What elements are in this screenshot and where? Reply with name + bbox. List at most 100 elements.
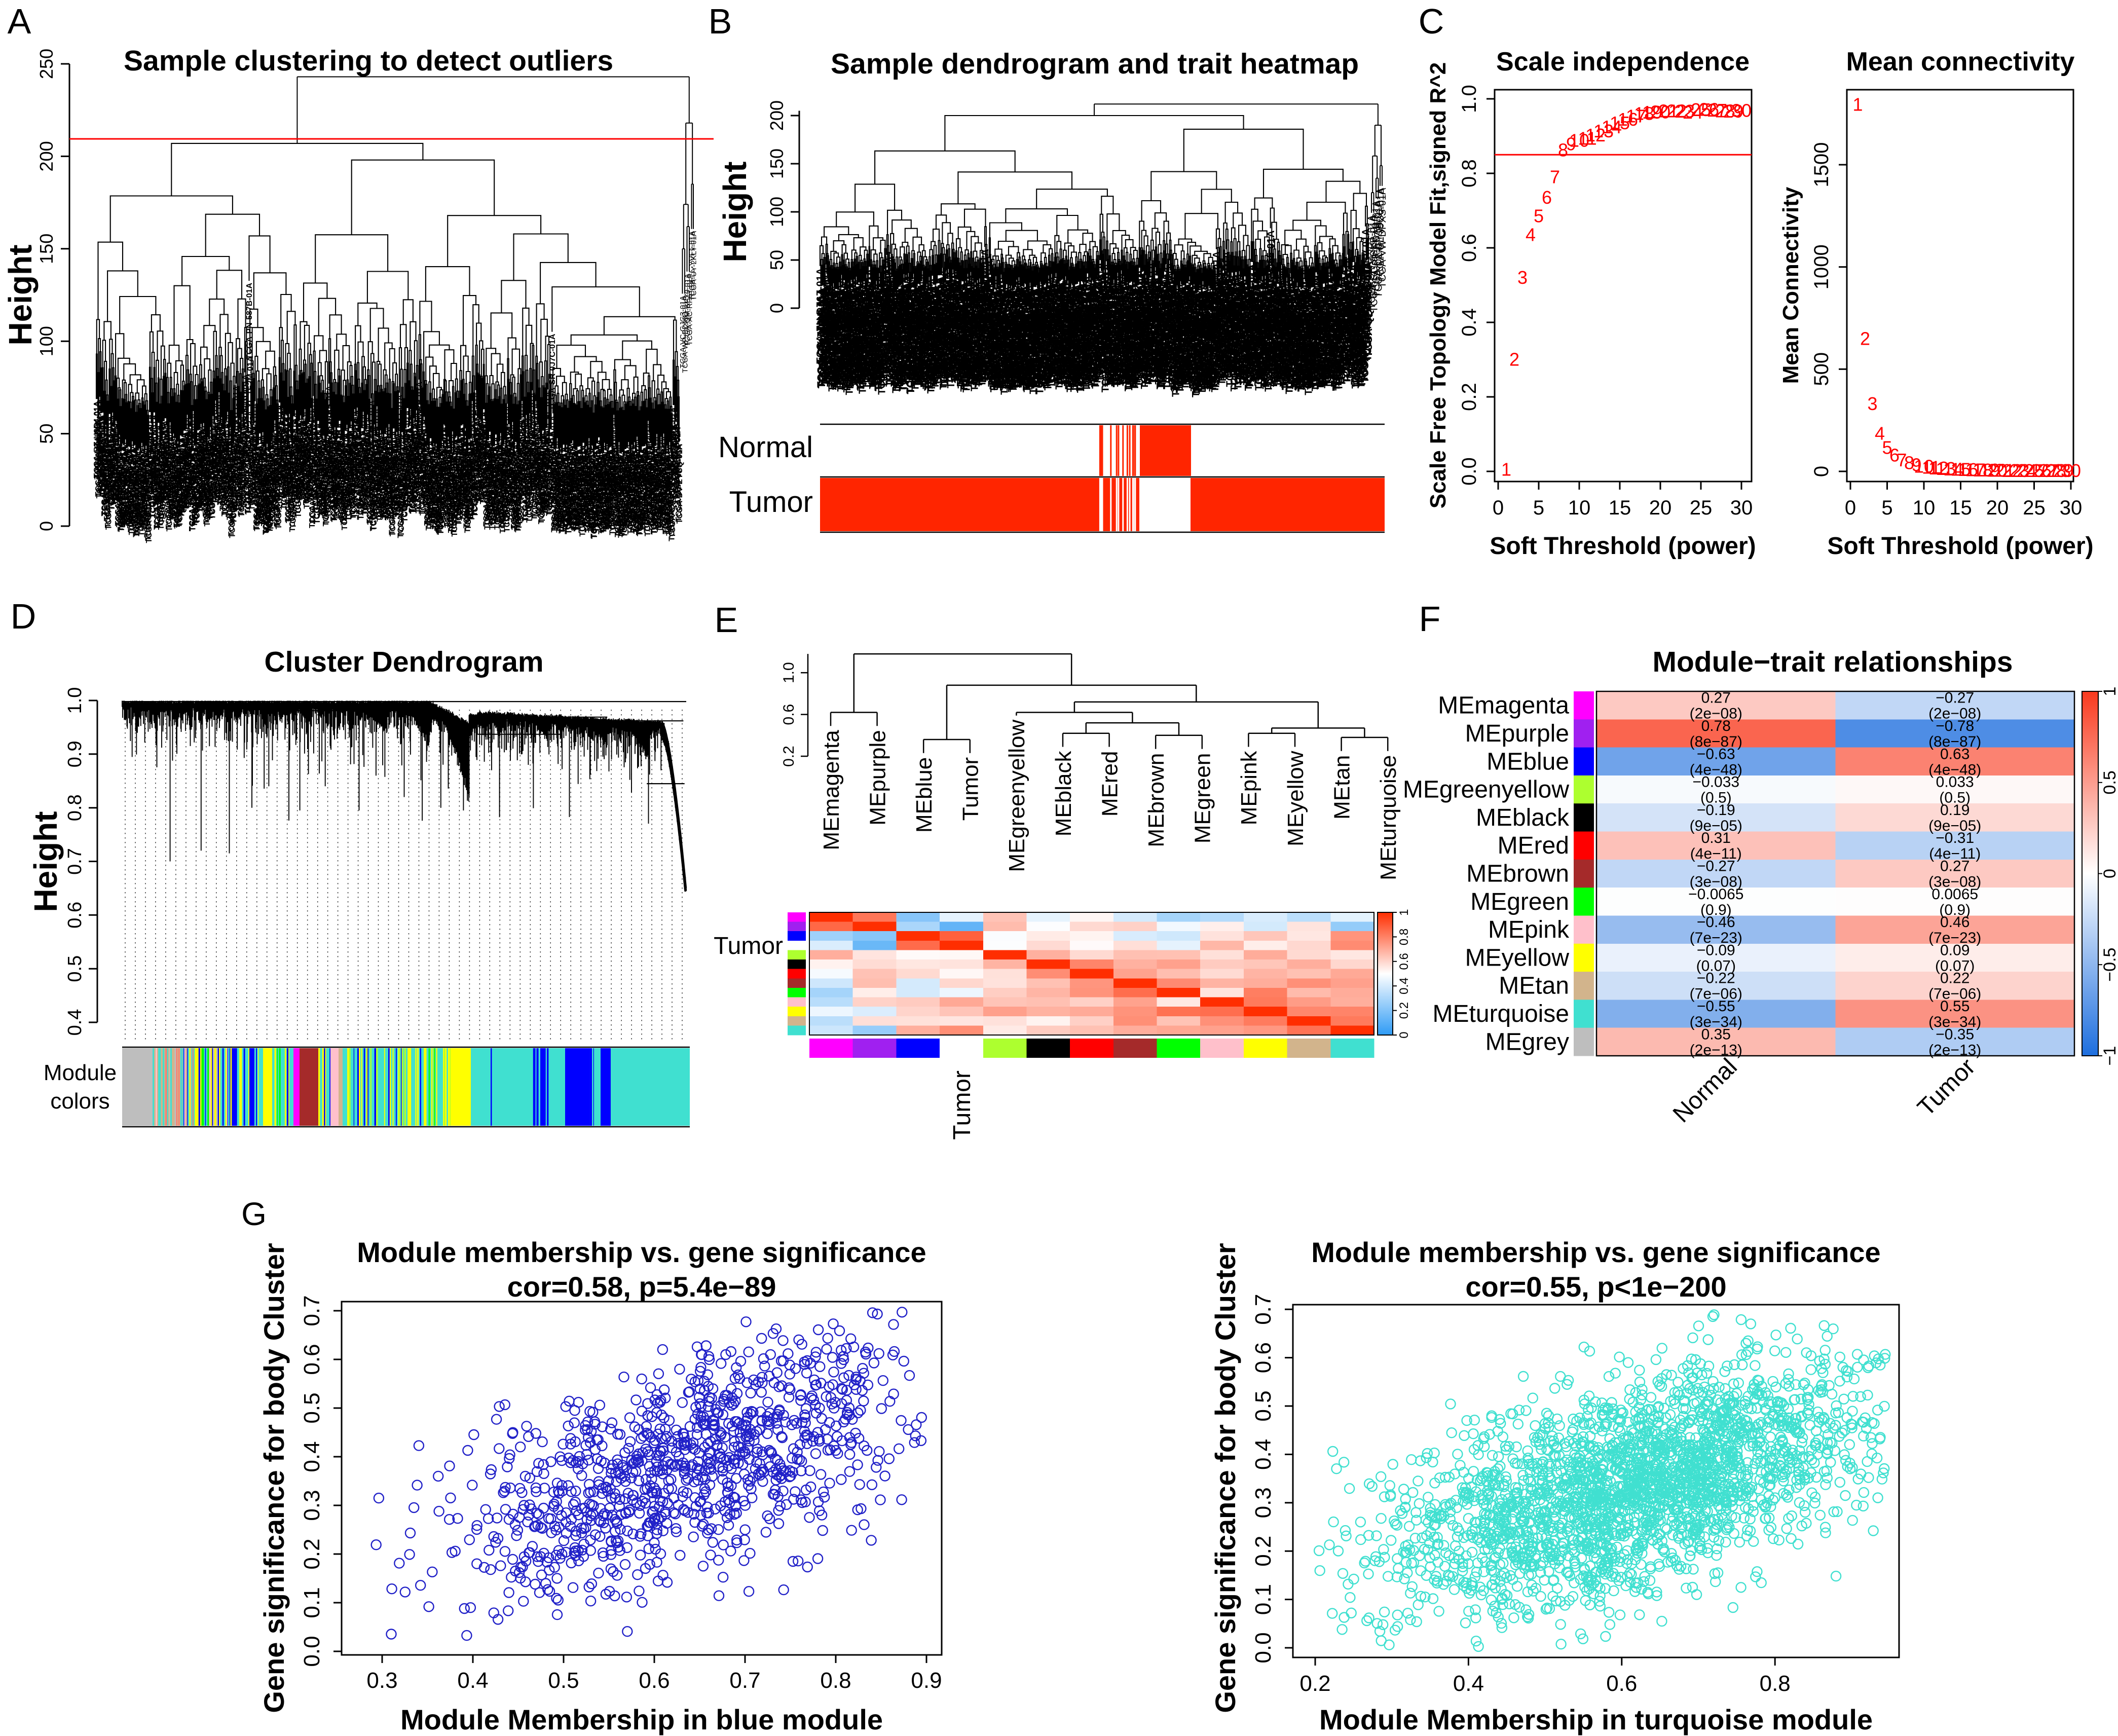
svg-text:250: 250 — [36, 49, 57, 79]
svg-text:TCGA-ZT-KQV4-01A: TCGA-ZT-KQV4-01A — [968, 280, 979, 377]
svg-text:TCGA-QM-6M4J-01A: TCGA-QM-6M4J-01A — [388, 455, 396, 535]
svg-text:TCGA-XU-9Z94-01A: TCGA-XU-9Z94-01A — [130, 448, 138, 524]
svg-text:TCGA-HX-FEZF-01A: TCGA-HX-FEZF-01A — [434, 454, 443, 532]
svg-text:TCGA-VF-6URZ-01A: TCGA-VF-6URZ-01A — [363, 431, 371, 509]
svg-text:3: 3 — [1867, 393, 1877, 414]
svg-text:0.5: 0.5 — [1251, 1390, 1276, 1421]
svg-text:TCGA-AE-CKTF-01A: TCGA-AE-CKTF-01A — [671, 407, 679, 486]
svg-text:MEpink: MEpink — [1237, 751, 1261, 826]
svg-text:TCGA-PN-MFYV-01A: TCGA-PN-MFYV-01A — [647, 445, 656, 525]
svg-text:TCGA-TE-9AX7-01A: TCGA-TE-9AX7-01A — [274, 451, 282, 528]
svg-text:TCGA-RW-MNCR-01A: TCGA-RW-MNCR-01A — [119, 446, 127, 529]
svg-text:MEturquoise: MEturquoise — [1376, 755, 1401, 880]
svg-text:TCGA-LC-4TC1-01A: TCGA-LC-4TC1-01A — [448, 453, 457, 530]
svg-text:TCGA-LC-1CVH-01A: TCGA-LC-1CVH-01A — [183, 431, 192, 510]
svg-text:TCGA-NK-U946-01A: TCGA-NK-U946-01A — [365, 446, 374, 523]
svg-text:TCGA-TG-83BJ-01A: TCGA-TG-83BJ-01A — [424, 448, 433, 525]
svg-text:TCGA-LV-CXM7-01A: TCGA-LV-CXM7-01A — [449, 433, 458, 511]
svg-text:0.2: 0.2 — [300, 1538, 324, 1569]
svg-text:0.8: 0.8 — [1458, 159, 1480, 188]
svg-text:TCGA-KY-F9GL-01A: TCGA-KY-F9GL-01A — [125, 448, 134, 526]
svg-text:TCGA-FC-R2UV-01A: TCGA-FC-R2UV-01A — [259, 434, 268, 512]
svg-text:TCGA-PA-EC30-01A: TCGA-PA-EC30-01A — [402, 430, 411, 507]
svg-text:TCGA-AL-UXMB-01A: TCGA-AL-UXMB-01A — [271, 422, 280, 503]
svg-text:TCGA-EC-CMEX-01A: TCGA-EC-CMEX-01A — [227, 428, 235, 509]
svg-text:TCGA-XP-QNJH-01A: TCGA-XP-QNJH-01A — [466, 441, 475, 521]
svg-text:Module Membership in turquoise: Module Membership in turquoise module — [1319, 1704, 1873, 1735]
svg-text:TCGA-JX-MDEK-01A: TCGA-JX-MDEK-01A — [1165, 263, 1176, 362]
svg-text:0: 0 — [766, 303, 787, 313]
svg-text:TCGA-VH-0RLL-01A: TCGA-VH-0RLL-01A — [477, 423, 486, 500]
svg-text:TCGA-VW-DPXS-01A: TCGA-VW-DPXS-01A — [1377, 188, 1388, 288]
svg-text:Scale independence: Scale independence — [1496, 47, 1750, 77]
svg-text:TCGA-NW-R1L4-01A: TCGA-NW-R1L4-01A — [354, 410, 362, 489]
svg-text:10: 10 — [1913, 497, 1936, 519]
svg-text:25: 25 — [1690, 497, 1713, 519]
svg-text:TCGA-BA-67UE-01A: TCGA-BA-67UE-01A — [347, 430, 355, 508]
svg-text:TCGA-ZU-5L1V-01A: TCGA-ZU-5L1V-01A — [426, 452, 434, 528]
svg-text:Scale Free Topology Model Fit,: Scale Free Topology Model Fit,signed R^2 — [1426, 62, 1451, 509]
svg-text:A: A — [8, 2, 31, 41]
svg-text:30: 30 — [2061, 460, 2081, 481]
svg-text:TCGA-TN-QNXR-01A: TCGA-TN-QNXR-01A — [191, 447, 199, 527]
svg-text:TCGA-MX-DKR2-01A: TCGA-MX-DKR2-01A — [436, 454, 444, 535]
svg-text:0.6: 0.6 — [64, 902, 86, 929]
svg-text:0.31: 0.31 — [1701, 830, 1731, 846]
svg-text:TCGA-EW-Z26B-01A: TCGA-EW-Z26B-01A — [391, 438, 400, 518]
svg-text:TCGA-ML-YDTD-01A: TCGA-ML-YDTD-01A — [368, 440, 377, 521]
svg-text:TCGA-RG-JS54-01A: TCGA-RG-JS54-01A — [427, 440, 436, 517]
svg-text:TCGA-UY-PJUK-01A: TCGA-UY-PJUK-01A — [452, 439, 460, 518]
svg-text:TCGA-CD-53CQ-01A: TCGA-CD-53CQ-01A — [435, 454, 444, 533]
svg-text:Soft Threshold (power): Soft Threshold (power) — [1827, 533, 2093, 560]
svg-text:TCGA-PT-A4TU-01A: TCGA-PT-A4TU-01A — [421, 427, 430, 504]
svg-text:MEmagenta: MEmagenta — [1438, 692, 1569, 719]
svg-text:TCGA-WC-XSFA-01A: TCGA-WC-XSFA-01A — [404, 410, 413, 491]
svg-text:10: 10 — [1568, 497, 1591, 519]
svg-text:TCGA-QA-94L9-01A: TCGA-QA-94L9-01A — [465, 441, 474, 518]
svg-text:TCGA-RM-XJD2-01A: TCGA-RM-XJD2-01A — [458, 427, 466, 506]
svg-text:5: 5 — [1534, 206, 1544, 227]
svg-text:2: 2 — [1860, 328, 1870, 349]
svg-text:0: 0 — [36, 521, 57, 531]
svg-text:TCGA-PR-4FTW-01A: TCGA-PR-4FTW-01A — [264, 446, 272, 525]
svg-text:TCGA-TC-E5TA-01A: TCGA-TC-E5TA-01A — [980, 249, 991, 345]
svg-text:TCGA-WV-NTB7-01A: TCGA-WV-NTB7-01A — [660, 435, 668, 515]
svg-text:−0.27: −0.27 — [1936, 690, 1974, 707]
svg-text:TCGA-EK-QVHU-01A: TCGA-EK-QVHU-01A — [432, 448, 440, 529]
svg-text:D: D — [11, 597, 36, 636]
svg-text:TCGA-LQ-BKFJ-01A: TCGA-LQ-BKFJ-01A — [865, 269, 876, 366]
svg-text:TCGA-AG-LC3R-01A: TCGA-AG-LC3R-01A — [273, 447, 281, 526]
svg-text:MEred: MEred — [1498, 832, 1569, 859]
svg-text:TCGA-HF-AQVD-01A: TCGA-HF-AQVD-01A — [390, 430, 398, 511]
svg-text:TCGA-QA-J2KY-01A: TCGA-QA-J2KY-01A — [360, 414, 368, 492]
svg-text:TCGA-EL-DXZE-01A: TCGA-EL-DXZE-01A — [132, 459, 141, 537]
svg-text:TCGA-KH-GBVJ-01A: TCGA-KH-GBVJ-01A — [354, 426, 363, 506]
svg-text:TCGA-EQ-5DLU-01A: TCGA-EQ-5DLU-01A — [843, 285, 854, 383]
svg-text:0.8: 0.8 — [64, 794, 86, 821]
svg-text:15: 15 — [1949, 497, 1972, 519]
svg-text:TCGA-EA-AYN1-01A: TCGA-EA-AYN1-01A — [265, 454, 273, 532]
svg-text:cor=0.55, p<1e−200: cor=0.55, p<1e−200 — [1465, 1271, 1726, 1303]
svg-text:TCGA-HW-8WA4-01A: TCGA-HW-8WA4-01A — [256, 435, 265, 517]
svg-text:0.5: 0.5 — [2100, 770, 2118, 794]
svg-text:TCGA-WG-DVLP-01A: TCGA-WG-DVLP-01A — [952, 280, 963, 382]
svg-text:TCGA-LE-4N86-01A: TCGA-LE-4N86-01A — [124, 448, 133, 524]
svg-text:30: 30 — [1731, 100, 1752, 121]
svg-text:200: 200 — [766, 100, 787, 131]
svg-text:100: 100 — [766, 197, 787, 227]
svg-text:TCGA-KU-H660-01A: TCGA-KU-H660-01A — [1255, 283, 1266, 379]
svg-text:TCGA-WA-ELP5-01A: TCGA-WA-ELP5-01A — [116, 436, 125, 516]
svg-text:−0.46: −0.46 — [1697, 914, 1735, 931]
svg-text:TCGA-WR-5VDF-01A: TCGA-WR-5VDF-01A — [999, 294, 1010, 395]
svg-text:TCGA-CG-ZJQT-01A: TCGA-CG-ZJQT-01A — [119, 446, 128, 524]
svg-text:0.2: 0.2 — [1458, 383, 1480, 411]
svg-text:MEpurple: MEpurple — [865, 730, 890, 825]
svg-text:TCGA-CE-9LH4-01A: TCGA-CE-9LH4-01A — [383, 430, 391, 507]
svg-text:TCGA-ZK-S19M-01A: TCGA-ZK-S19M-01A — [635, 442, 643, 521]
svg-text:TCGA-DF-NCTQ-01A: TCGA-DF-NCTQ-01A — [427, 440, 435, 520]
svg-text:TCGA-UL-4D7R-01A: TCGA-UL-4D7R-01A — [413, 412, 422, 490]
svg-text:TCGA-LT-AWMG-01A: TCGA-LT-AWMG-01A — [396, 457, 405, 538]
svg-text:TCGA-MH-2PCA-01A: TCGA-MH-2PCA-01A — [1200, 290, 1211, 390]
svg-text:TCGA-TX-ZZH1-01A: TCGA-TX-ZZH1-01A — [123, 450, 131, 527]
svg-text:TCGA-WK-JHTT-01A: TCGA-WK-JHTT-01A — [403, 410, 412, 490]
